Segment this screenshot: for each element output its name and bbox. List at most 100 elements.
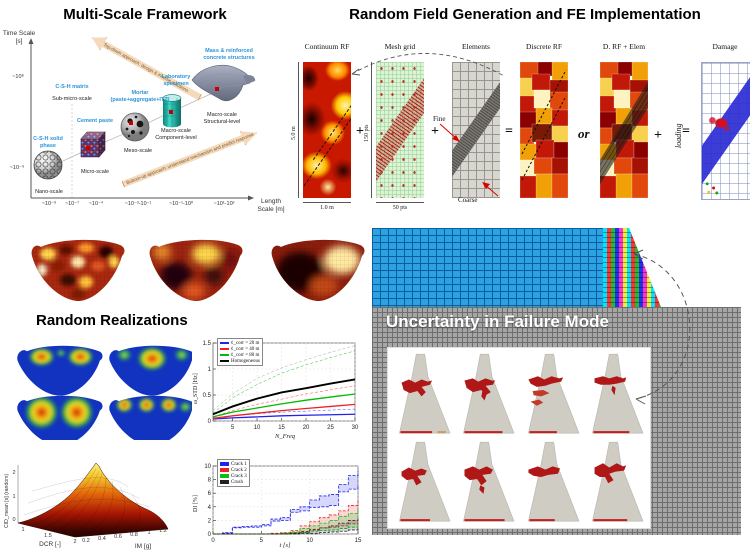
svg-text:10: 10 <box>204 464 211 470</box>
surface-xtick-1: 1 <box>21 527 25 533</box>
item-label-mortar: Mortar (paste+aggregate+ITZ) <box>110 90 170 103</box>
dim-150pts: 150 pts <box>364 124 370 142</box>
panel-label-discrete-rf: Discrete RF <box>525 42 563 51</box>
dashed-connector-arrow <box>633 249 691 405</box>
svg-text:10: 10 <box>306 538 313 544</box>
item-label-structures: Mass & reinforced concrete structures <box>203 48 255 61</box>
dam-crack-figure-8 <box>591 441 644 522</box>
panel-label-damage: Damage <box>712 42 738 51</box>
item-label-cshsolid: C-S-H solid phase <box>33 136 63 149</box>
dim-line-150pts <box>371 62 372 198</box>
uncertainty-panel: Uncertainty in Failure Mode <box>372 228 742 535</box>
dam-crack-figure-2 <box>463 353 515 434</box>
dim-line-5m <box>298 62 299 198</box>
zoom-arc-dashed <box>351 53 505 77</box>
di-chart-xlabel: t [s] <box>279 542 291 549</box>
item-scale-micro: Micro-scale <box>80 169 110 175</box>
mode-shape-grid <box>17 345 192 440</box>
length-tick-6: ~10¹-10² <box>213 201 235 207</box>
legend-lcorr80: ℓ_corr = 80 m <box>231 352 260 358</box>
legend-crack3: Crack 3 <box>231 473 247 479</box>
surface-ztick-0: 0 <box>12 517 16 523</box>
continuum-rf-image <box>303 62 351 198</box>
drf-elem-image <box>600 62 648 198</box>
operator-equals-1: = <box>505 124 513 139</box>
reservoir-mesh <box>372 228 603 307</box>
surface-ylabel: IM [g] <box>134 543 152 550</box>
time-tick-high: ~10⁸ <box>12 74 24 80</box>
panel-label-elements: Elements <box>462 42 490 51</box>
surface-ytick-02: 0.2 <box>82 538 90 544</box>
length-scale-axis-label: Length Scale [m] <box>257 198 285 213</box>
dam-crack-figure-5 <box>399 441 451 522</box>
discrete-rf-image <box>520 62 568 198</box>
rf-shell-realizations <box>31 239 365 301</box>
svg-text:5: 5 <box>260 538 264 544</box>
framework-axes-and-shapes <box>28 38 256 201</box>
item-scale-meso: Meso-scale <box>123 148 153 154</box>
length-tick-2: ~10⁻⁷ <box>64 201 80 207</box>
rf-pipeline-panel: Random Field Generation and FE Implement… <box>290 0 750 225</box>
dim-line-50pts <box>376 202 424 203</box>
svg-text:0: 0 <box>208 419 212 425</box>
coarse-arrow-icon <box>482 182 499 197</box>
surface-ytick-1: 1 <box>147 530 151 536</box>
length-tick-5: ~10⁻¹-10⁰ <box>168 201 194 207</box>
surface-xtick-2: 2 <box>73 539 77 545</box>
rf-pipeline-title: Random Field Generation and FE Implement… <box>349 6 701 23</box>
dim-line-1m <box>303 202 351 203</box>
surface-xtick-15: 1.5 <box>44 533 52 539</box>
dam-crack-figure-4 <box>591 353 644 434</box>
surface-ytick-12: 1.2 <box>159 528 167 534</box>
dim-1m: 1.0 m <box>320 205 334 211</box>
legend-lcorr20: ℓ_corr = 20 m <box>231 340 260 346</box>
damage-image <box>701 62 750 200</box>
svg-text:25: 25 <box>327 425 334 431</box>
time-scale-axis-label: Time Scale [s] <box>2 30 36 45</box>
legend-crack1: Crack 1 <box>231 461 247 467</box>
item-label-cement: Cement paste <box>76 118 114 124</box>
svg-text:1.5: 1.5 <box>203 341 212 347</box>
length-tick-3: ~10⁻⁴ <box>88 201 104 207</box>
cid-surface-plot <box>17 462 169 538</box>
panel-label-mesh-grid: Mesh grid <box>384 42 416 51</box>
surface-ytick-08: 0.8 <box>130 532 138 538</box>
operator-equals-2: = <box>682 124 690 139</box>
freq-chart-ylabel: ω_STD [Hz] <box>193 373 199 404</box>
svg-text:20: 20 <box>303 425 310 431</box>
legend-crack2: Crack 2 <box>231 467 247 473</box>
length-tick-4: ~10⁻³-10⁻¹ <box>124 201 152 207</box>
multiscale-framework-panel: Multi-Scale Framework <box>0 0 290 225</box>
elements-mesh-image <box>452 62 500 198</box>
uncertainty-title: Uncertainty in Failure Mode <box>386 312 609 331</box>
fine-arrow-icon <box>439 123 460 142</box>
legend-homogeneous: Homogeneous <box>231 358 260 364</box>
nano-ball-icon <box>33 150 63 180</box>
svg-text:8: 8 <box>208 478 212 484</box>
failure-mode-inset <box>388 348 650 528</box>
svg-text:30: 30 <box>352 425 359 431</box>
svg-text:0: 0 <box>211 538 215 544</box>
panel-label-continuum-rf: Continuum RF <box>304 42 350 51</box>
svg-text:2: 2 <box>208 518 212 524</box>
operator-plus-3: + <box>654 128 662 143</box>
svg-text:0: 0 <box>208 532 212 538</box>
svg-text:10: 10 <box>254 425 261 431</box>
mesh-grid-image <box>376 62 424 198</box>
svg-text:0.5: 0.5 <box>203 393 212 399</box>
item-scale-nano: Nano-scale <box>35 189 63 195</box>
di-chart-ylabel: DI [%] <box>193 495 199 512</box>
svg-text:5: 5 <box>231 425 235 431</box>
svg-text:15: 15 <box>278 425 285 431</box>
svg-text:15: 15 <box>355 538 362 544</box>
item-label-cshmatrix: C-S-H matrix <box>55 84 89 90</box>
annot-fine: Fine <box>433 115 446 123</box>
dim-50pts: 50 pts <box>392 205 408 211</box>
panel-label-drf-elem: D. RF + Elem <box>602 42 646 51</box>
svg-text:4: 4 <box>208 505 212 511</box>
svg-text:1: 1 <box>208 367 212 373</box>
freq-chart-legend: ℓ_corr = 20 m ℓ_corr = 40 m ℓ_corr = 80 … <box>217 338 263 366</box>
item-scale-structural: Macro-scale Structural-level <box>203 112 241 125</box>
operator-or: or <box>578 126 590 141</box>
